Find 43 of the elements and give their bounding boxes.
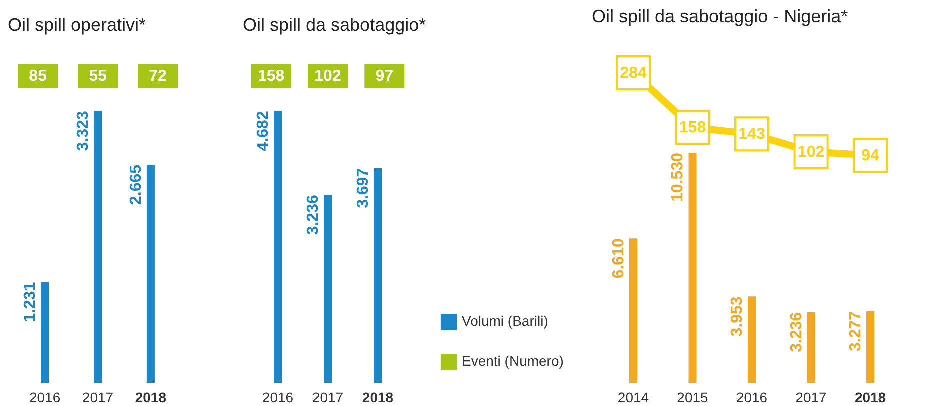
text: Oil spill operativi* (8, 15, 146, 35)
bar (629, 238, 638, 383)
x-tick-label: 2016 (262, 390, 294, 406)
data-label: 55 (89, 68, 107, 85)
data-label: 1.231 (22, 282, 40, 322)
data-label: 97 (376, 68, 394, 85)
x-tick-label: 2016 (29, 390, 61, 406)
x-tick-label: 2018 (362, 390, 394, 406)
legend-label: Eventi (Numero) (462, 353, 564, 369)
data-label: 158 (679, 120, 706, 137)
data-label: 3.236 (305, 195, 322, 236)
data-label: 6.610 (610, 238, 628, 279)
x-tick-label: 2017 (312, 390, 344, 406)
x-tick-label: 2016 (736, 390, 768, 406)
data-label: 3.323 (75, 111, 92, 152)
data-label: 72 (149, 68, 167, 85)
data-label: 2.665 (128, 164, 145, 206)
text: Oil spill da sabotaggio* (243, 15, 426, 35)
x-tick-label: 2017 (82, 390, 114, 406)
legend-label: Volumi (Barili) (462, 313, 548, 329)
x-tick-label: 2018 (135, 390, 167, 406)
chart-title: Oil spill da sabotaggio - Nigeria* (592, 6, 848, 26)
data-label: 284 (620, 65, 647, 82)
data-label: 3.236 (788, 312, 806, 352)
x-tick-label: 2017 (796, 390, 828, 406)
data-label: 158 (258, 68, 285, 85)
data-label: 85 (29, 68, 47, 85)
data-label: 3.277 (848, 311, 865, 352)
x-tick-label: 2014 (618, 390, 650, 406)
bar (688, 153, 697, 383)
data-label: 102 (314, 68, 342, 85)
data-label: 102 (798, 144, 825, 161)
x-tick-label: 2018 (854, 390, 886, 406)
data-label: 143 (738, 126, 766, 144)
data-label: 3.697 (355, 168, 372, 208)
data-label: 94 (862, 147, 880, 164)
bar (748, 296, 756, 383)
bar (866, 311, 875, 383)
data-label: 3.953 (729, 296, 746, 337)
bar (807, 312, 816, 383)
data-label: 4.682 (255, 111, 272, 152)
data-label: 10.530 (670, 152, 687, 202)
x-tick-label: 2015 (677, 390, 709, 406)
